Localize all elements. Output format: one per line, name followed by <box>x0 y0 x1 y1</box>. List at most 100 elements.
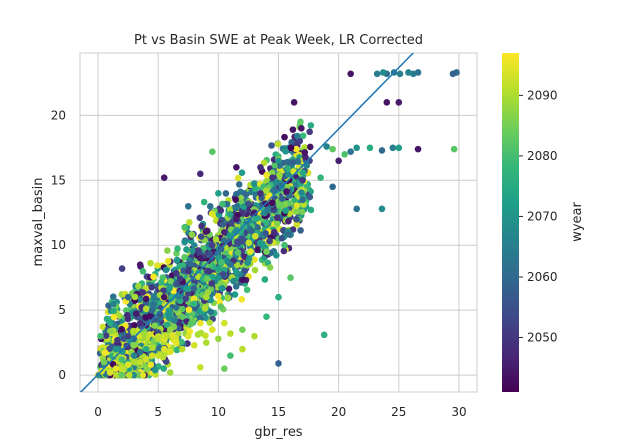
data-point <box>289 126 297 133</box>
data-point <box>136 319 144 327</box>
data-point <box>285 231 293 238</box>
data-point <box>219 271 227 278</box>
data-point <box>287 274 294 282</box>
data-point <box>186 260 193 268</box>
fit-line <box>80 53 415 392</box>
data-point <box>203 293 210 301</box>
data-point <box>306 143 314 151</box>
fit-line-group <box>80 53 415 392</box>
data-point <box>306 193 314 201</box>
data-point <box>293 132 301 140</box>
data-point <box>296 137 304 145</box>
data-point <box>176 275 184 283</box>
data-point <box>347 70 354 78</box>
colorbar-tick-label: 2070 <box>527 209 558 223</box>
data-point <box>227 330 234 337</box>
data-point <box>142 356 150 363</box>
data-point <box>320 331 328 339</box>
data-point <box>294 158 302 165</box>
data-point <box>148 306 156 314</box>
data-point <box>282 201 289 208</box>
data-point <box>215 274 222 282</box>
data-point <box>209 241 216 249</box>
data-point <box>204 267 212 275</box>
data-point <box>139 289 147 296</box>
data-point <box>114 336 121 344</box>
data-point <box>203 339 210 346</box>
data-point <box>269 174 276 181</box>
data-point <box>207 308 215 316</box>
data-point <box>150 294 158 301</box>
data-point <box>146 331 153 338</box>
data-point <box>299 132 307 140</box>
data-point <box>287 144 295 152</box>
data-point <box>288 138 295 146</box>
data-point <box>261 276 269 283</box>
data-point <box>200 198 208 206</box>
data-point <box>405 69 412 76</box>
data-point <box>298 125 305 132</box>
data-point <box>226 210 234 218</box>
data-point <box>197 233 205 240</box>
data-point <box>278 195 286 202</box>
data-point <box>274 140 282 148</box>
data-point <box>244 259 252 266</box>
data-point <box>135 282 142 290</box>
data-point <box>222 190 230 197</box>
data-point <box>247 248 254 255</box>
data-point <box>220 237 228 244</box>
data-point <box>112 345 120 353</box>
data-point <box>167 277 175 285</box>
data-point <box>262 230 269 237</box>
data-point <box>101 349 109 357</box>
data-point <box>270 228 278 236</box>
data-point <box>160 174 168 181</box>
data-point <box>106 327 114 335</box>
data-point <box>227 261 234 269</box>
data-point <box>233 261 241 269</box>
data-point <box>245 239 253 247</box>
data-point <box>171 317 178 324</box>
data-point <box>163 321 171 329</box>
data-point <box>206 319 214 326</box>
data-point <box>389 144 397 152</box>
data-point <box>290 168 297 175</box>
data-point <box>251 256 258 263</box>
data-point <box>139 371 147 379</box>
data-point <box>366 144 374 152</box>
data-point <box>136 261 144 269</box>
data-point <box>239 345 246 353</box>
data-point <box>353 205 360 213</box>
data-point <box>306 128 313 136</box>
data-point <box>203 275 211 283</box>
data-point <box>251 266 259 274</box>
data-point <box>181 253 188 261</box>
y-tick-label: 5 <box>58 303 66 317</box>
colorbar-tick-label: 2090 <box>527 88 558 102</box>
colorbar <box>502 53 519 392</box>
data-point <box>257 189 264 197</box>
data-point <box>281 241 288 249</box>
y-tick-label: 15 <box>51 173 66 187</box>
data-point <box>228 219 235 227</box>
data-point <box>174 330 182 337</box>
data-point <box>183 285 191 292</box>
data-point <box>209 326 216 333</box>
data-point <box>254 246 261 254</box>
data-point <box>187 320 195 328</box>
data-point <box>260 159 268 167</box>
data-point <box>198 222 205 230</box>
data-point <box>221 365 228 372</box>
data-point <box>136 358 144 366</box>
data-point <box>226 206 234 213</box>
x-tick-labels: 0 5 10 15 20 25 30 <box>94 405 466 419</box>
data-point <box>234 249 242 256</box>
data-point <box>251 209 258 217</box>
data-point <box>130 342 138 349</box>
data-point <box>298 208 306 216</box>
data-point <box>197 254 204 262</box>
data-point <box>110 313 118 321</box>
data-point <box>285 217 292 225</box>
data-point <box>278 234 286 242</box>
data-point <box>378 205 386 213</box>
